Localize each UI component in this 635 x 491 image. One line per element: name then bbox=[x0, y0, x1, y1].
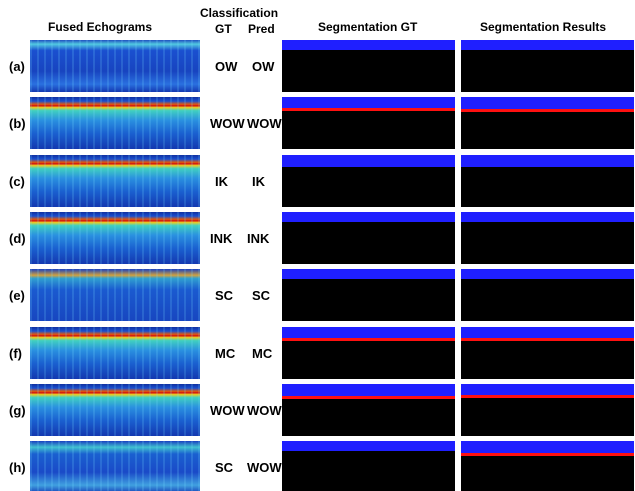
echogram bbox=[30, 97, 200, 150]
boundary-edge bbox=[282, 108, 455, 112]
class-pred: WOW bbox=[247, 460, 282, 476]
echogram-texture bbox=[30, 154, 200, 207]
sky-region bbox=[461, 40, 634, 50]
sky-region bbox=[282, 97, 455, 109]
header-gt: GT bbox=[215, 22, 232, 36]
row-label: (a) bbox=[9, 59, 25, 74]
sky-region bbox=[461, 441, 634, 454]
echogram-texture bbox=[30, 97, 200, 150]
sky-region bbox=[461, 97, 634, 110]
boundary-edge bbox=[461, 394, 634, 398]
class-gt: OW bbox=[215, 59, 238, 74]
echogram-texture bbox=[30, 383, 200, 436]
sky-region bbox=[282, 211, 455, 222]
header-pred: Pred bbox=[248, 22, 275, 36]
boundary-edge bbox=[461, 453, 634, 457]
class-pred: WOW bbox=[247, 402, 282, 418]
row-label: (e) bbox=[9, 288, 25, 304]
row-label: (b) bbox=[9, 116, 26, 132]
class-pred: SC bbox=[252, 288, 271, 304]
segmentation-result bbox=[461, 211, 634, 264]
class-gt: IK bbox=[215, 173, 228, 189]
echogram-texture bbox=[30, 211, 200, 264]
boundary-edge bbox=[461, 109, 634, 113]
segmentation-gt bbox=[282, 40, 455, 92]
segmentation-gt bbox=[282, 269, 455, 322]
row-label: (g) bbox=[9, 402, 26, 418]
segmentation-gt bbox=[282, 326, 455, 379]
sky-region bbox=[282, 154, 455, 167]
boundary-edge bbox=[461, 337, 634, 341]
header-segmentation-results: Segmentation Results bbox=[480, 20, 607, 34]
echogram bbox=[30, 269, 200, 322]
echogram bbox=[30, 441, 200, 491]
header-echograms: Fused Echograms bbox=[48, 20, 153, 34]
echogram bbox=[30, 154, 200, 207]
segmentation-result bbox=[461, 40, 634, 92]
sky-region bbox=[461, 154, 634, 167]
class-pred: OW bbox=[252, 59, 275, 74]
segmentation-gt bbox=[282, 211, 455, 264]
boundary-edge bbox=[282, 395, 455, 399]
class-pred: IK bbox=[252, 173, 265, 189]
sky-region bbox=[461, 269, 634, 280]
segmentation-result bbox=[461, 326, 634, 379]
class-gt: SC bbox=[215, 288, 234, 304]
sky-region bbox=[282, 40, 455, 50]
sky-region bbox=[461, 383, 634, 395]
segmentation-gt bbox=[282, 441, 455, 491]
row-label: (d) bbox=[9, 230, 26, 246]
sky-region bbox=[282, 441, 455, 452]
class-gt: WOW bbox=[210, 402, 245, 418]
echogram bbox=[30, 383, 200, 436]
class-pred: INK bbox=[247, 230, 270, 246]
segmentation-gt bbox=[282, 97, 455, 150]
segmentation-gt bbox=[282, 154, 455, 207]
row-label: (c) bbox=[9, 173, 25, 189]
class-pred: MC bbox=[252, 345, 273, 361]
sky-region bbox=[282, 383, 455, 396]
echogram bbox=[30, 326, 200, 379]
echogram-texture bbox=[30, 326, 200, 379]
sky-region bbox=[282, 326, 455, 338]
row-label: (h) bbox=[9, 460, 26, 476]
header-classification: Classification bbox=[200, 6, 279, 20]
class-gt: SC bbox=[215, 460, 234, 476]
echogram-texture bbox=[30, 40, 200, 92]
segmentation-result bbox=[461, 441, 634, 491]
class-gt: INK bbox=[210, 230, 233, 246]
segmentation-result bbox=[461, 97, 634, 150]
segmentation-gt bbox=[282, 383, 455, 436]
echogram-texture bbox=[30, 441, 200, 491]
sky-region bbox=[461, 326, 634, 338]
echogram bbox=[30, 211, 200, 264]
sky-region bbox=[282, 269, 455, 280]
sky-region bbox=[461, 211, 634, 222]
class-gt: WOW bbox=[210, 116, 245, 132]
segmentation-result bbox=[461, 383, 634, 436]
segmentation-result bbox=[461, 154, 634, 207]
segmentation-result bbox=[461, 269, 634, 322]
echogram-texture bbox=[30, 269, 200, 322]
class-pred: WOW bbox=[247, 116, 282, 132]
boundary-edge bbox=[282, 337, 455, 341]
class-gt: MC bbox=[215, 345, 236, 361]
echogram bbox=[30, 40, 200, 92]
row-label: (f) bbox=[9, 345, 22, 361]
header-segmentation-gt: Segmentation GT bbox=[318, 20, 418, 34]
